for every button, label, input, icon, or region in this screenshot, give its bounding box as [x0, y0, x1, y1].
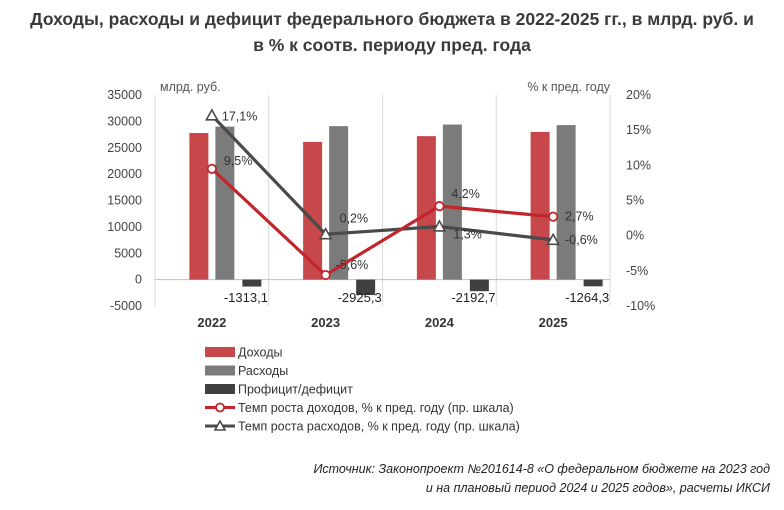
deficit-bar	[356, 279, 376, 296]
expense-growth-label: 1,3%	[453, 228, 482, 242]
left-axis-label: млрд. руб.	[160, 80, 221, 94]
expenses-bar	[329, 126, 349, 280]
category-label: 2022	[197, 315, 226, 330]
left-tick-label: 5000	[114, 246, 142, 260]
legend-label: Расходы	[238, 364, 288, 378]
right-axis-label: % к пред. году	[527, 80, 610, 94]
left-tick-label: 30000	[107, 114, 142, 128]
left-tick-label: 25000	[107, 141, 142, 155]
expense-growth-marker	[432, 219, 447, 232]
chart-title-line-2: в % к соотв. периоду пред. года	[253, 35, 531, 55]
expense-growth-marker	[205, 108, 219, 121]
category-label: 2024	[425, 315, 455, 330]
legend-marker	[215, 402, 225, 413]
revenue-growth-marker	[548, 211, 559, 222]
right-tick-label: 20%	[626, 88, 651, 102]
revenue-bar	[303, 141, 323, 280]
right-tick-label: 5%	[626, 194, 644, 208]
legend-swatch	[205, 365, 235, 376]
revenue-growth-marker	[320, 269, 331, 281]
category-label: 2025	[539, 315, 568, 330]
expense-growth-label: 17,1%	[222, 109, 257, 123]
revenue-growth-marker	[434, 201, 445, 212]
right-tick-label: 15%	[626, 123, 651, 137]
revenue-growth-label: 4,2%	[451, 187, 480, 201]
expenses-bar	[215, 126, 235, 280]
revenue-growth-line	[210, 167, 554, 277]
revenue-growth-marker	[206, 163, 217, 174]
expenses-bar	[442, 124, 462, 280]
expense-growth-marker	[318, 227, 333, 240]
source-note: Источник: Законопроект №201614-8 «О феде…	[313, 460, 770, 498]
legend-label: Доходы	[238, 346, 282, 360]
source-line-2: и на плановый период 2024 и 2025 годов»,…	[425, 481, 770, 495]
right-tick-label: 10%	[626, 158, 651, 172]
legend-marker	[213, 419, 227, 431]
deficit-label: -1264,3	[565, 290, 609, 305]
right-tick-label: 0%	[626, 229, 644, 243]
deficit-label: -2925,3	[338, 290, 382, 305]
legend-label: Профицит/дефицит	[238, 383, 353, 397]
chart-title-line-1: Доходы, расходы и дефицит федерального б…	[30, 9, 754, 29]
left-tick-label: 20000	[107, 167, 142, 181]
left-tick-label: -5000	[110, 299, 142, 313]
right-tick-label: -10%	[626, 299, 655, 313]
source-line-1: Источник: Законопроект №201614-8 «О феде…	[313, 462, 770, 476]
left-tick-label: 0	[135, 273, 142, 287]
revenue-growth-label: -5,6%	[336, 258, 369, 272]
deficit-bar	[583, 279, 603, 287]
expenses-bar	[556, 125, 576, 280]
revenue-growth-label: 9,5%	[224, 154, 253, 168]
expense-growth-label: -0,6%	[565, 233, 598, 247]
revenue-bar	[416, 136, 436, 280]
deficit-label: -1313,1	[224, 290, 268, 305]
category-label: 2023	[311, 315, 340, 330]
left-tick-label: 10000	[107, 220, 142, 234]
deficit-bar	[242, 279, 262, 287]
chart-title: Доходы, расходы и дефицит федерального б…	[0, 6, 784, 58]
expense-growth-line	[210, 114, 554, 242]
revenue-growth-label: 2,7%	[565, 210, 594, 224]
expense-growth-label: 0,2%	[340, 211, 369, 225]
legend-swatch	[205, 384, 235, 394]
legend-swatch	[205, 347, 235, 357]
legend-label: Темп роста доходов, % к пред. году (пр. …	[238, 401, 514, 415]
revenue-bar	[530, 131, 550, 280]
revenue-bar	[189, 132, 209, 280]
right-tick-label: -5%	[626, 264, 648, 278]
deficit-bar	[469, 279, 489, 292]
left-tick-label: 35000	[107, 88, 142, 102]
legend-label: Темп роста расходов, % к пред. году (пр.…	[238, 420, 520, 434]
expense-growth-marker	[546, 232, 560, 246]
deficit-label: -2192,7	[451, 290, 495, 305]
left-tick-label: 15000	[107, 194, 142, 208]
